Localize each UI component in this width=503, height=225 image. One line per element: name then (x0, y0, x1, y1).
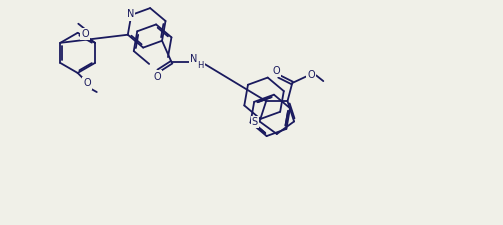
Text: S: S (252, 117, 258, 127)
Text: O: O (81, 29, 90, 39)
Text: O: O (83, 79, 91, 88)
Text: O: O (272, 65, 280, 76)
Text: N: N (127, 9, 134, 20)
Text: N: N (190, 54, 198, 64)
Text: H: H (198, 61, 204, 70)
Text: O: O (307, 70, 315, 80)
Text: O: O (153, 72, 161, 82)
